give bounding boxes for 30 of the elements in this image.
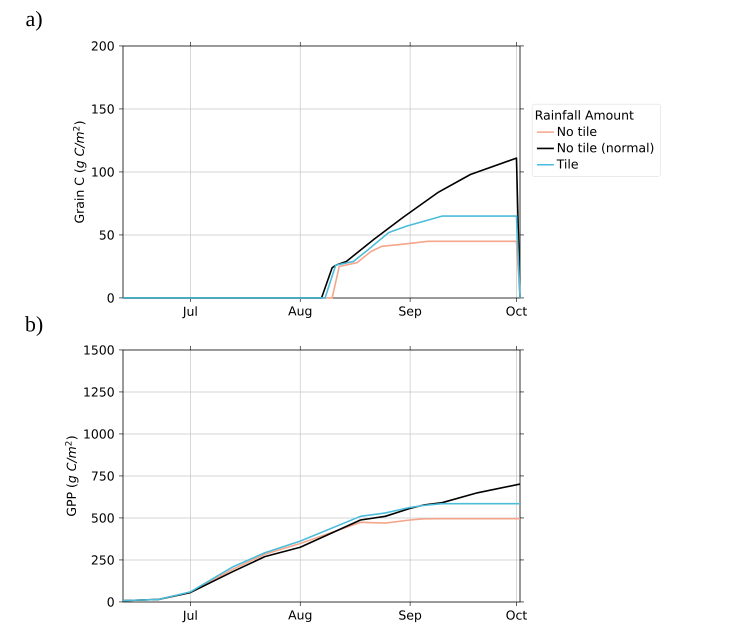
y-tick-label: 1250 [84,387,114,397]
y-axis-title: GPP (g C/m$^{2}$) [65,436,78,516]
y-tick-label: 150 [92,104,114,114]
text: b) [24,316,42,336]
x-tick-label: Jul [182,306,197,318]
legend-label: No tile (normal) [558,142,654,154]
legend-label: No tile [558,126,596,136]
y-tick-label: 200 [92,41,114,51]
x-tick-label: Sep [399,306,422,318]
x-tick-label: Jul [182,610,197,622]
y-tick-label: 0 [108,293,114,303]
line-series [122,502,521,602]
x-tick-label: Oct [506,306,527,316]
x-tick-label: Aug [288,306,312,318]
y-tick-label: 250 [92,555,114,565]
x-tick-label: Sep [399,610,422,622]
y-tick-label: 0 [108,597,114,607]
text: a) [26,10,42,31]
legend-title: Rainfall Amount [536,110,634,120]
x-tick-label: Aug [288,610,312,622]
y-tick-label: 1000 [84,429,114,439]
y-tick-label: 1500 [84,345,114,355]
x-tick-label: Oct [506,610,527,620]
y-tick-label: 500 [92,513,114,523]
y-tick-label: 100 [92,167,114,177]
y-tick-label: 50 [100,230,114,240]
legend-label: Tile [556,159,578,169]
y-axis-title: Grain C (g C/m$^{2}$) [72,122,86,223]
y-tick-label: 750 [92,471,114,481]
line-series [122,215,521,299]
